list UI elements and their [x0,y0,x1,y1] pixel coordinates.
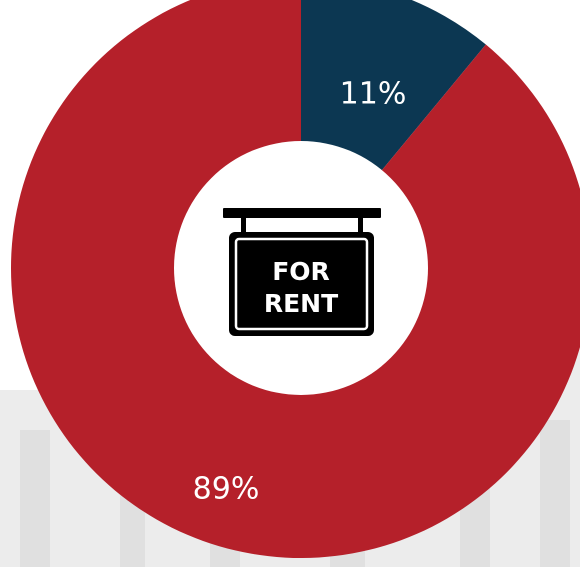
slice-label-1: 89% [193,472,260,507]
sign-text-line2: RENT [264,289,338,318]
for-rent-sign-icon: FOR RENT [223,208,381,336]
slice-label-0: 11% [340,77,407,112]
sign-text-line1: FOR [272,257,330,286]
